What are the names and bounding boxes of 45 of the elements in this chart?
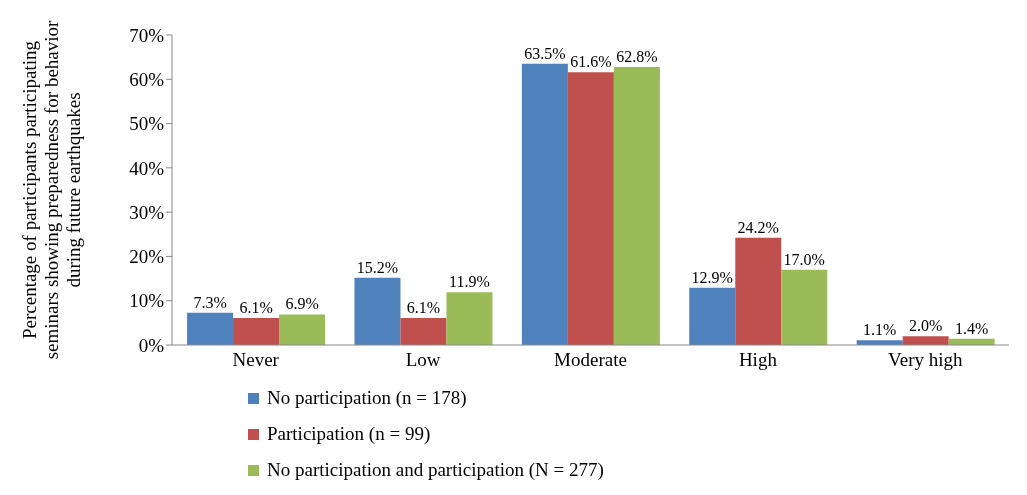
data-label: 15.2% — [356, 258, 399, 276]
y-tick-label: 30% — [129, 201, 165, 223]
x-tick-label: Low — [405, 349, 441, 371]
data-label: 1.4% — [955, 319, 989, 337]
bar — [781, 269, 828, 345]
data-label: 6.1% — [406, 298, 441, 316]
y-tick-label: 50% — [129, 113, 165, 135]
data-label: 1.1% — [863, 321, 897, 339]
data-label: 24.2% — [737, 218, 779, 236]
data-label: 12.9% — [691, 268, 733, 286]
y-tick-label: 60% — [129, 69, 165, 91]
bar — [689, 287, 736, 345]
data-label: 7.3% — [193, 293, 227, 311]
data-label: 11.9% — [449, 273, 490, 291]
bar — [187, 312, 234, 345]
data-label: 17.0% — [783, 250, 825, 268]
y-tick-label: 40% — [129, 157, 165, 179]
bar — [400, 317, 447, 345]
x-tick-label: Never — [232, 349, 280, 371]
data-label: 6.9% — [285, 295, 319, 313]
data-label: 61.6% — [570, 53, 612, 71]
data-label: 62.8% — [616, 47, 658, 65]
bar — [354, 277, 401, 345]
bar — [567, 72, 614, 345]
x-tick-label: High — [738, 349, 778, 371]
bar — [902, 336, 949, 345]
bar — [233, 317, 280, 345]
x-tick-label: Very high — [888, 349, 963, 371]
y-tick-label: 0% — [138, 334, 165, 356]
bar — [446, 292, 493, 345]
bar — [279, 314, 326, 345]
y-tick-label: 10% — [129, 290, 165, 312]
y-tick-label: 70% — [129, 24, 165, 46]
data-label: 2.0% — [909, 317, 943, 335]
bar — [735, 237, 782, 345]
bar — [613, 66, 660, 345]
legend-label: Participation (n = 99) — [267, 423, 431, 445]
legend-label: No participation (n = 178) — [267, 387, 467, 409]
x-tick-label: Moderate — [554, 349, 627, 371]
y-tick-label: 20% — [129, 246, 165, 268]
data-label: 63.5% — [524, 44, 566, 62]
bar — [521, 63, 568, 345]
data-label: 6.1% — [239, 298, 273, 316]
legend-label: No participation and participation (N = 277) — [267, 459, 604, 481]
y-axis-title: Percentage of participants participating seminars showing preparedness for behavior during future earthquakes — [19, 19, 84, 360]
